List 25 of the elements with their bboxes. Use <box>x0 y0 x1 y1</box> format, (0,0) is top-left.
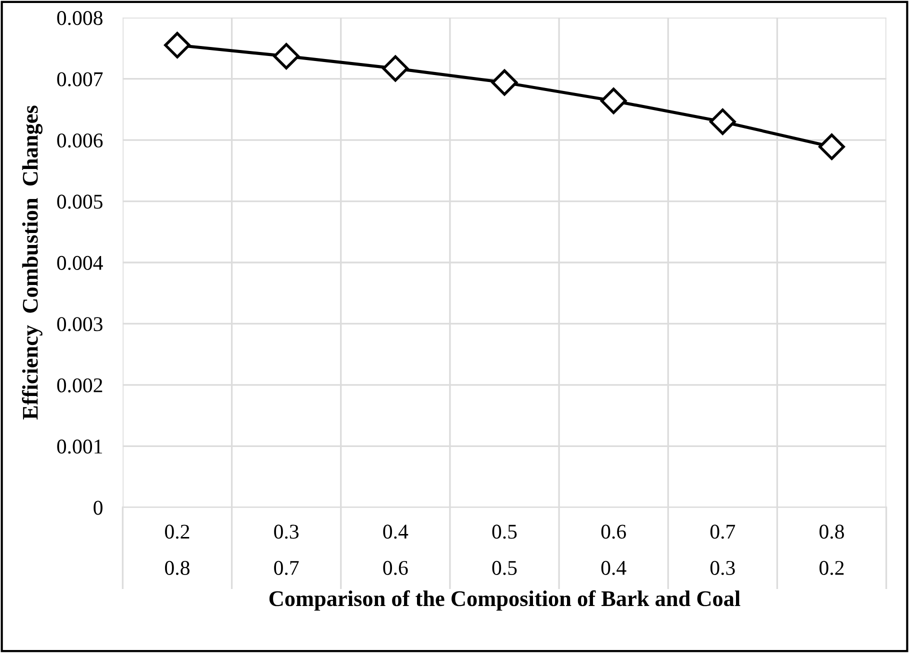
y-tick-label: 0.003 <box>57 317 102 332</box>
x-tick-label: 0.2 0.8 <box>165 524 190 576</box>
x-tick-label: 0.7 0.3 <box>710 524 736 576</box>
point <box>382 55 409 82</box>
x-tick-label: 0.4 0.6 <box>383 524 408 576</box>
y-tick-label: 0 <box>94 500 102 515</box>
point <box>273 43 300 70</box>
y-axis-title: Efficiency Combustion Changes <box>22 106 43 420</box>
y-tick-label: 0.008 <box>57 11 102 26</box>
point <box>164 32 190 58</box>
point <box>491 69 518 96</box>
y-tick-label: 0.002 <box>57 378 102 392</box>
point <box>600 88 627 114</box>
point <box>709 108 736 135</box>
x-tick-label: 0.3 0.7 <box>274 524 299 576</box>
x-tick-label: 0.6 0.4 <box>601 524 626 576</box>
x-tick-label: 0.5 0.5 <box>492 524 517 576</box>
y-tick-label: 0.001 <box>57 440 102 454</box>
y-tick-label: 0.004 <box>57 256 103 270</box>
x-tick-label: 0.8 0.2 <box>820 524 844 576</box>
y-tick-label: 0.007 <box>57 72 103 86</box>
x-axis-title: Comparison of the Composition of Bark and Coal <box>269 590 740 611</box>
y-tick-label: 0.006 <box>57 133 103 148</box>
point <box>818 134 845 160</box>
y-tick-label: 0.005 <box>57 194 102 209</box>
